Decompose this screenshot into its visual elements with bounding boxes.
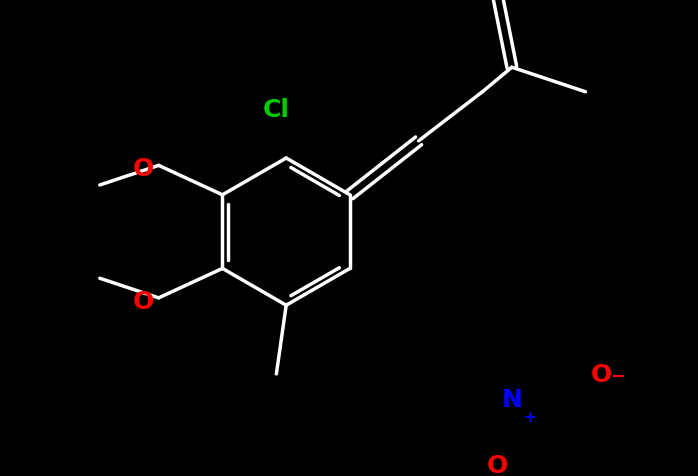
Text: O: O	[133, 157, 154, 181]
Text: O: O	[487, 455, 507, 476]
Text: +: +	[524, 410, 536, 425]
Text: −: −	[610, 367, 625, 386]
Text: Cl: Cl	[263, 98, 290, 122]
Text: O: O	[133, 290, 154, 314]
Text: N: N	[501, 388, 522, 412]
Text: O: O	[591, 363, 611, 387]
